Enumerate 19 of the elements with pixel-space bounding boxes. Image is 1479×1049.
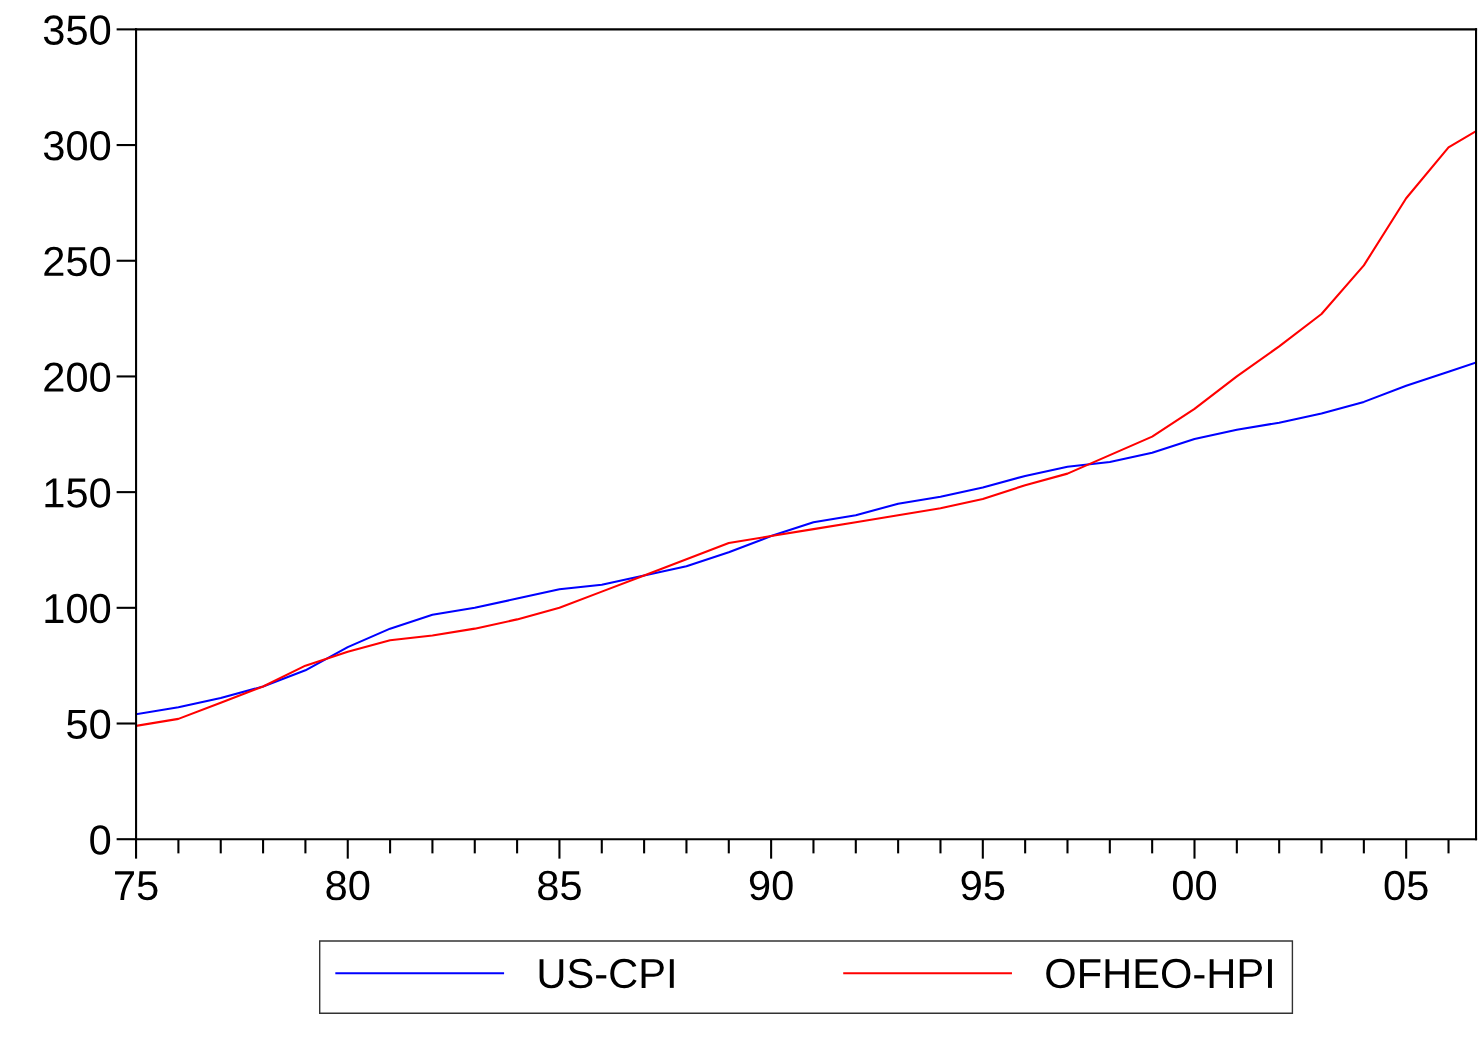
y-tick-label: 250 — [44, 246, 111, 277]
legend-label: US-CPI — [539, 958, 674, 989]
y-tick-label: 100 — [45, 593, 111, 624]
x-tick-label: 05 — [1384, 870, 1428, 901]
x-tick-label: 95 — [961, 870, 1005, 901]
line-series — [136, 361, 1477, 716]
y-tick-label: 0 — [90, 825, 111, 855]
x-tick-label: 85 — [538, 870, 581, 901]
legend-label: OFHEO-HPI — [1046, 958, 1272, 989]
y-tick-label: 350 — [43, 15, 111, 45]
y-tick-label: 200 — [44, 362, 111, 392]
x-tick-label: 90 — [749, 870, 793, 901]
y-tick-label: 300 — [43, 131, 111, 161]
y-tick-label: 50 — [67, 709, 111, 740]
x-tick-label: 75 — [115, 871, 158, 901]
y-tick-label: 150 — [45, 478, 111, 508]
x-tick-label: 80 — [326, 870, 370, 901]
x-tick-label: 00 — [1172, 870, 1217, 901]
line-series — [136, 130, 1477, 727]
